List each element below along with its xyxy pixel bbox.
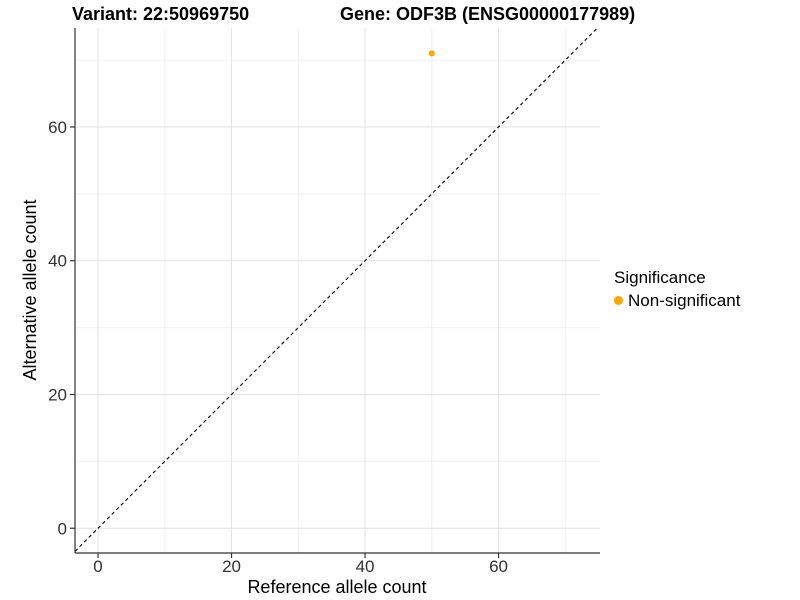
gridlines: [75, 28, 600, 553]
legend-item-non-significant: Non-significant: [614, 290, 740, 311]
x-axis-title: Reference allele count: [247, 577, 426, 597]
x-tick-label: 0: [93, 557, 102, 576]
legend-dot-icon: [614, 296, 623, 305]
identity-line: [74, 27, 598, 552]
legend-item-label: Non-significant: [628, 291, 741, 310]
y-tick-label: 20: [48, 385, 67, 404]
axes: 0 20 40 60 0 20 40 60: [48, 28, 600, 576]
y-tick-label: 0: [58, 519, 67, 538]
plot-title-gene: Gene: ODF3B (ENSG00000177989): [340, 4, 636, 24]
y-tick-label: 40: [48, 252, 67, 271]
data-points: [428, 50, 435, 57]
legend: Significance Non-significant: [614, 268, 740, 311]
identity-reference-line: [74, 27, 598, 552]
y-axis-title: Alternative allele count: [20, 199, 40, 380]
x-tick-label: 60: [489, 557, 508, 576]
x-tick-label: 20: [222, 557, 241, 576]
plot-title-variant: Variant: 22:50969750: [72, 4, 250, 24]
legend-title: Significance: [614, 268, 706, 287]
y-tick-label: 60: [48, 118, 67, 137]
x-tick-label: 40: [356, 557, 375, 576]
data-point: [428, 50, 435, 57]
